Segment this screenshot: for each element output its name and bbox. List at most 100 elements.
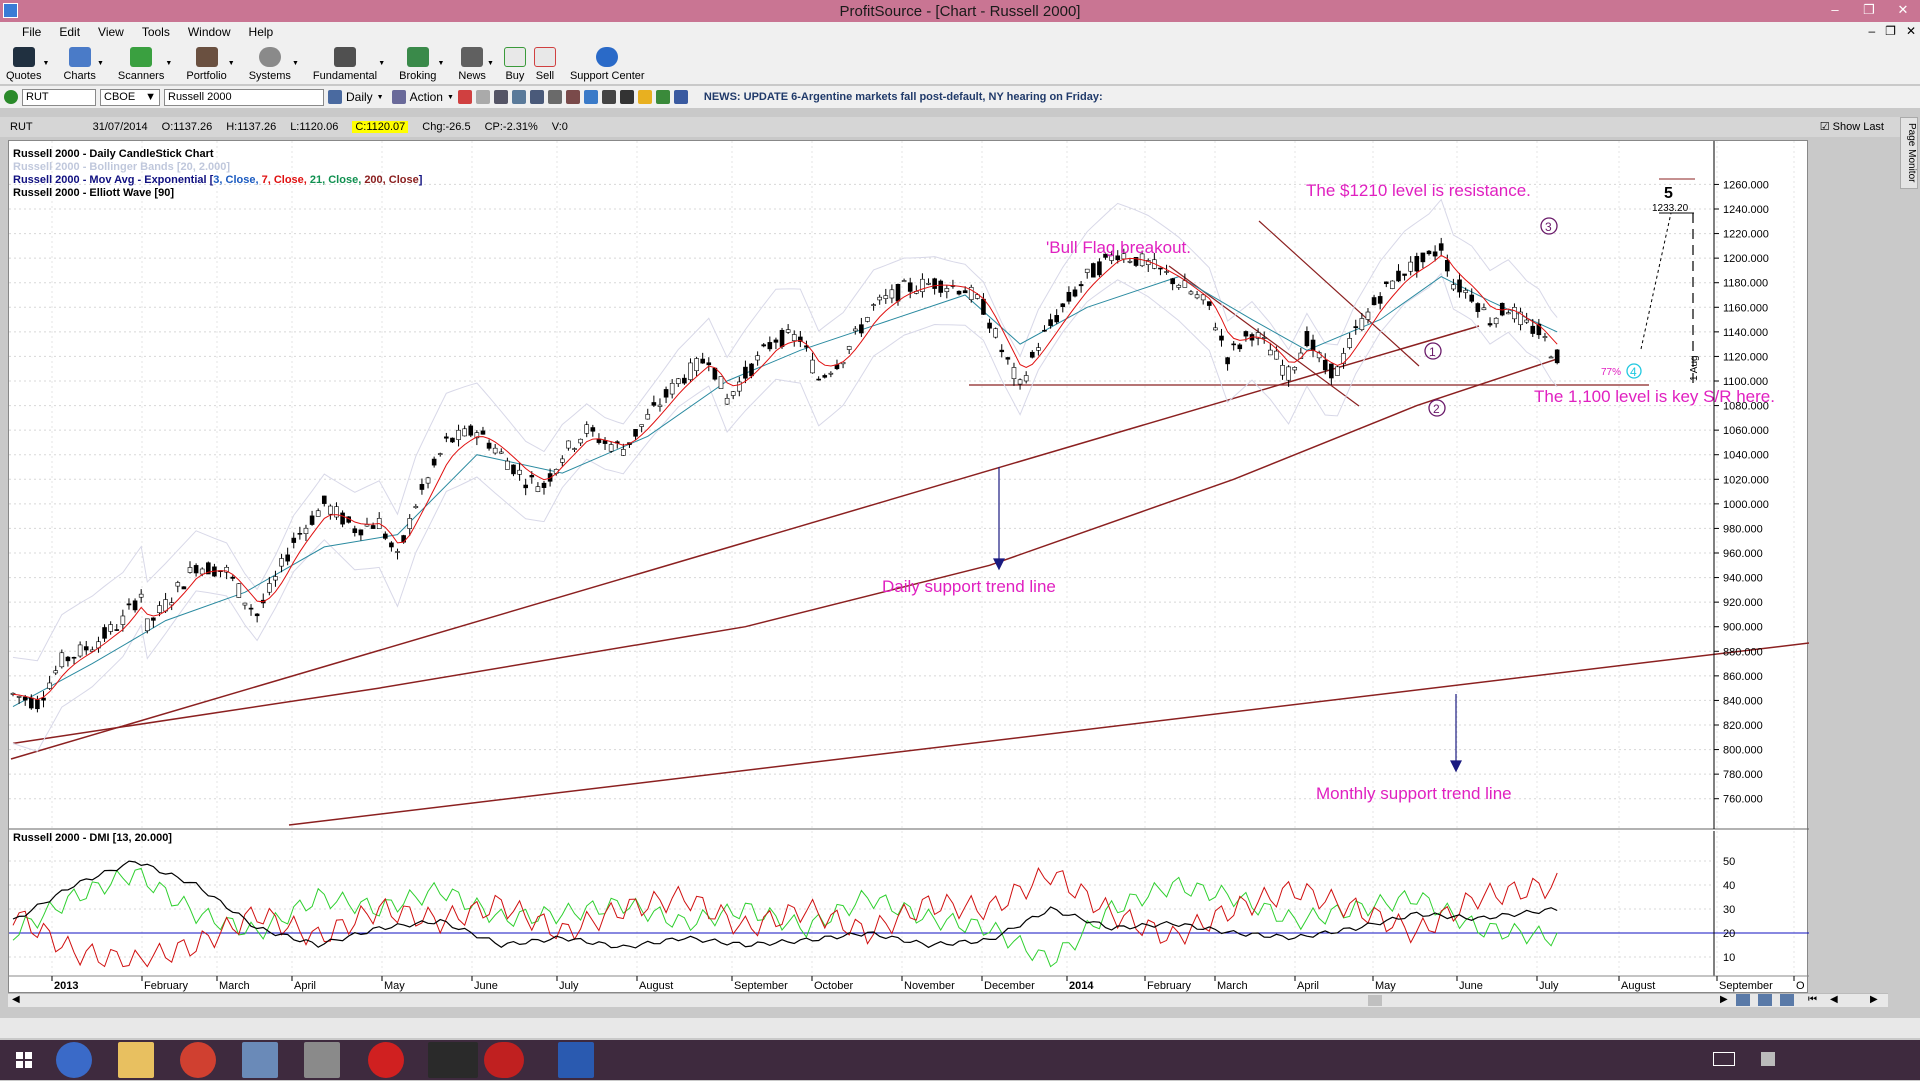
tools-icon[interactable] bbox=[601, 90, 616, 104]
menu-view[interactable]: View bbox=[98, 25, 124, 39]
x-tick-label: 2014 bbox=[1069, 980, 1094, 992]
x-tick-label: September bbox=[1719, 980, 1773, 992]
candle-body bbox=[144, 618, 150, 632]
x-tick-label: 2013 bbox=[54, 980, 78, 992]
mdi-close-icon[interactable]: ✕ bbox=[1905, 24, 1916, 38]
candle-body bbox=[828, 372, 834, 375]
app-taskbar-icon[interactable] bbox=[304, 1042, 340, 1078]
charts-button[interactable]: Charts ▼ bbox=[63, 42, 104, 84]
systems-icon bbox=[258, 47, 281, 67]
scale-icon[interactable] bbox=[547, 90, 562, 104]
dmi-minus-line bbox=[12, 867, 1558, 968]
candle-body bbox=[47, 682, 52, 689]
quotes-button[interactable]: Quotes ▼ bbox=[6, 42, 49, 84]
word-taskbar-icon[interactable] bbox=[558, 1042, 594, 1078]
bars-icon[interactable] bbox=[673, 90, 688, 104]
menu-window[interactable]: Window bbox=[187, 25, 231, 39]
next-page-icon[interactable]: ▶ bbox=[1870, 994, 1878, 1005]
fundamental-button[interactable]: Fundamental ▼ bbox=[313, 42, 385, 84]
candle-body bbox=[773, 339, 779, 343]
candle-body bbox=[987, 322, 992, 329]
menu-edit[interactable]: Edit bbox=[59, 25, 81, 39]
chrome-taskbar-icon[interactable] bbox=[180, 1042, 216, 1078]
buy-button[interactable]: Buy bbox=[503, 42, 526, 84]
media-taskbar-icon[interactable] bbox=[368, 1042, 404, 1078]
candle-body bbox=[425, 477, 431, 484]
keyboard-icon[interactable] bbox=[1713, 1052, 1735, 1066]
info-open: O:1137.26 bbox=[161, 121, 213, 133]
action-icon[interactable] bbox=[391, 90, 406, 104]
candle-body bbox=[1097, 261, 1102, 276]
sell-button[interactable]: Sell bbox=[533, 42, 556, 84]
app-icon[interactable] bbox=[3, 3, 18, 18]
y-tick-label: 920.000 bbox=[1723, 597, 1763, 609]
first-page-icon[interactable]: ⏮ bbox=[1808, 994, 1817, 1005]
systems-button[interactable]: Systems ▼ bbox=[249, 42, 299, 84]
page-monitor-tab[interactable]: Page Monitor bbox=[1900, 117, 1918, 189]
menu-file[interactable]: File bbox=[22, 25, 42, 39]
close-icon[interactable]: ✕ bbox=[1897, 2, 1909, 17]
go-taskbar-icon[interactable] bbox=[428, 1042, 478, 1078]
scroll-thumb[interactable] bbox=[1368, 995, 1382, 1006]
candle-body bbox=[1493, 317, 1499, 325]
portfolio-button[interactable]: Portfolio ▼ bbox=[186, 42, 235, 84]
support-center-button[interactable]: Support Center bbox=[570, 42, 645, 84]
prev-page-icon[interactable]: ◀ bbox=[1830, 994, 1838, 1005]
grid-icon[interactable] bbox=[529, 90, 544, 104]
zoom-in-icon[interactable] bbox=[1736, 994, 1750, 1006]
y-tick-label: 1100.000 bbox=[1723, 376, 1768, 388]
fit-icon[interactable] bbox=[1780, 994, 1794, 1006]
candle-body bbox=[1091, 263, 1096, 278]
menu-help[interactable]: Help bbox=[248, 25, 274, 39]
candle-body bbox=[566, 440, 571, 449]
scanners-button[interactable]: Scanners ▼ bbox=[118, 42, 172, 84]
explorer-taskbar-icon[interactable] bbox=[118, 1042, 154, 1078]
security-name-input[interactable] bbox=[164, 88, 324, 106]
horizontal-scrollbar[interactable]: ◀ ▶ ⏮ ◀ ▶ bbox=[8, 993, 1888, 1007]
go-icon[interactable] bbox=[4, 90, 18, 104]
action-menu[interactable]: Action bbox=[409, 90, 443, 104]
chart-svg[interactable]: Russell 2000 - Daily CandleStick Chart R… bbox=[9, 141, 1816, 994]
bulb-icon[interactable] bbox=[583, 90, 598, 104]
network-icon[interactable] bbox=[1761, 1052, 1775, 1066]
star-icon[interactable] bbox=[637, 90, 652, 104]
calculator-taskbar-icon[interactable] bbox=[242, 1042, 278, 1078]
zoom-icon[interactable] bbox=[619, 90, 634, 104]
indicator-icon[interactable] bbox=[565, 90, 580, 104]
candle-body bbox=[1487, 323, 1493, 326]
candle-body bbox=[108, 624, 113, 632]
start-button[interactable] bbox=[4, 1042, 44, 1078]
candle-body bbox=[1463, 289, 1468, 293]
news-ticker[interactable]: NEWS: UPDATE 6-Argentine markets fall po… bbox=[703, 91, 1103, 103]
show-last-checkbox[interactable]: ☑ Show Last bbox=[1819, 121, 1884, 133]
down-arrow-icon[interactable] bbox=[457, 90, 472, 104]
chart-area[interactable]: Russell 2000 - Daily CandleStick Chart R… bbox=[8, 140, 1816, 994]
restore-icon[interactable]: ❐ bbox=[1863, 2, 1875, 17]
bull-flag-annotation: 'Bull Flag breakout. bbox=[1046, 238, 1191, 257]
symbol-input[interactable] bbox=[22, 88, 96, 106]
candle-body bbox=[1371, 297, 1377, 306]
profitsource-taskbar-icon[interactable] bbox=[484, 1042, 524, 1078]
ie-taskbar-icon[interactable] bbox=[56, 1042, 92, 1078]
exchange-select[interactable]: CBOE ▼ bbox=[100, 88, 160, 106]
broking-button[interactable]: Broking ▼ bbox=[399, 42, 444, 84]
print-icon[interactable] bbox=[475, 90, 490, 104]
mdi-restore-icon[interactable]: ❐ bbox=[1885, 24, 1896, 38]
draw-icon[interactable] bbox=[511, 90, 526, 104]
menu-tools[interactable]: Tools bbox=[141, 25, 170, 39]
period-select[interactable]: Daily bbox=[346, 90, 373, 104]
mdi-minimize-icon[interactable]: – bbox=[1868, 24, 1876, 38]
y-tick-label: 860.000 bbox=[1723, 671, 1763, 683]
link-icon[interactable] bbox=[655, 90, 670, 104]
settings-icon[interactable] bbox=[493, 90, 508, 104]
candle-body bbox=[895, 284, 901, 302]
scroll-right-icon[interactable]: ▶ bbox=[1720, 994, 1728, 1005]
candle-body bbox=[981, 298, 986, 315]
minimize-icon[interactable]: – bbox=[1831, 2, 1839, 17]
period-icon[interactable] bbox=[328, 90, 342, 104]
zoom-out-icon[interactable] bbox=[1758, 994, 1772, 1006]
candle-body bbox=[328, 505, 333, 515]
news-button[interactable]: News ▼ bbox=[458, 42, 494, 84]
candle-body bbox=[1103, 253, 1108, 258]
scroll-left-icon[interactable]: ◀ bbox=[12, 994, 20, 1005]
